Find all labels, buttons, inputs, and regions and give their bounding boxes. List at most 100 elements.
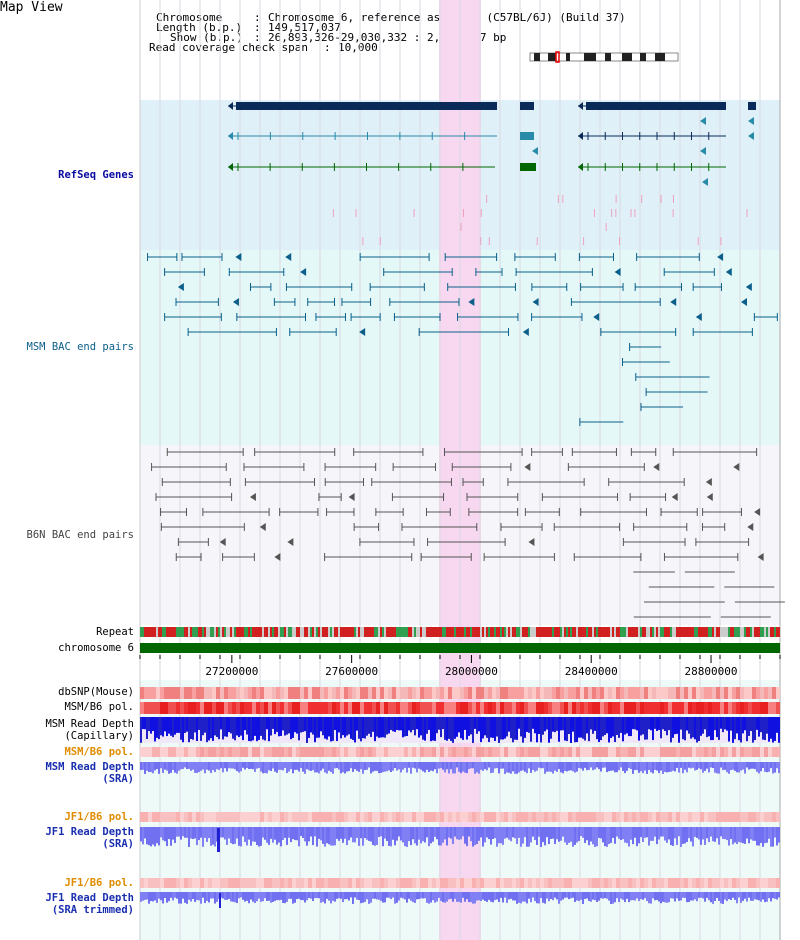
jf1-depth-bar <box>634 827 636 838</box>
msm-pol-strip <box>488 747 492 757</box>
repeat-bar <box>150 627 152 637</box>
jf1-depth-bar <box>584 827 586 843</box>
jf1-depth-bar <box>378 827 380 837</box>
msm-capillary-depth-bar <box>230 717 232 734</box>
dbsnp-strip <box>328 687 332 699</box>
jf1-trimmed-depth-bar <box>354 892 356 898</box>
msm-capillary-depth-bar <box>768 717 770 742</box>
msm-pol-strip <box>252 747 256 757</box>
bac-arrow <box>706 493 713 501</box>
jf1-trimmed-depth-bar <box>176 892 178 899</box>
jf1-pol-strip <box>480 878 484 888</box>
msm-pol-strip <box>464 747 468 757</box>
dbsnp-strip <box>516 687 520 699</box>
msm-pol-strip <box>428 702 432 714</box>
msm-capillary-depth-bar <box>672 717 674 738</box>
msm-capillary-depth-bar <box>472 717 474 743</box>
repeat-bar <box>634 627 636 637</box>
track-label-refseq[interactable]: RefSeq Genes <box>58 169 134 181</box>
repeat-bar <box>664 627 666 637</box>
msm-capillary-depth-bar <box>746 717 748 742</box>
jf1-depth-bar <box>208 827 210 839</box>
dbsnp-strip <box>704 687 708 699</box>
repeat-bar <box>484 627 486 637</box>
jf1-pol-strip <box>696 878 700 888</box>
msm-pol-strip <box>568 702 572 714</box>
jf1-pol-strip <box>724 878 728 888</box>
repeat-bar <box>768 627 770 637</box>
jf1-pol-strip <box>564 878 568 888</box>
dbsnp-strip <box>680 687 684 699</box>
track-label-msm-bac[interactable]: MSM BAC end pairs <box>26 341 134 353</box>
jf1-trimmed-depth-bar <box>620 892 622 899</box>
msm-pol-strip <box>764 747 768 757</box>
jf1-depth-bar <box>434 827 436 837</box>
jf1-depth-bar <box>466 827 468 847</box>
jf1-trimmed-depth-bar <box>374 892 376 899</box>
jf1-trimmed-depth-bar <box>512 892 514 901</box>
repeat-bar <box>432 627 434 637</box>
dbsnp-strip <box>212 687 216 699</box>
msm-sra-depth-bar <box>206 762 208 770</box>
jf1-depth-bar <box>272 827 274 843</box>
msm-pol-strip <box>516 747 520 757</box>
msm-sra-depth-bar <box>344 762 346 774</box>
jf1-pol-strip <box>392 812 396 822</box>
msm-capillary-depth-bar <box>296 717 298 734</box>
msm-sra-depth-bar <box>332 762 334 774</box>
jf1-trimmed-depth-bar <box>380 892 382 901</box>
repeat-bar <box>722 627 724 637</box>
jf1-trimmed-depth-bar <box>430 892 432 903</box>
repeat-bar <box>436 627 438 637</box>
jf1-depth-bar <box>142 827 144 845</box>
msm-capillary-depth-bar <box>332 717 334 741</box>
jf1-trimmed-depth-bar <box>608 892 610 901</box>
jf1-depth-bar <box>650 827 652 841</box>
dbsnp-strip <box>492 687 496 699</box>
jf1-depth-bar <box>640 827 642 838</box>
jf1-depth-bar <box>376 827 378 845</box>
jf1-trimmed-depth-bar <box>540 892 542 899</box>
msm-sra-depth-bar <box>558 762 560 770</box>
msm-capillary-depth-bar <box>776 717 778 733</box>
repeat-bar <box>532 627 534 637</box>
jf1-depth-bar <box>558 827 560 842</box>
jf1-depth-bar <box>220 827 222 838</box>
msm-capillary-depth-bar <box>458 717 460 733</box>
msm-capillary-depth-bar <box>258 717 260 740</box>
msm-capillary-depth-bar <box>762 717 764 740</box>
jf1-pol-strip <box>424 878 428 888</box>
msm-pol-strip <box>256 747 260 757</box>
msm-sra-depth-bar <box>298 762 300 772</box>
msm-sra-depth-bar <box>710 762 712 768</box>
msm-capillary-depth-bar <box>442 717 444 730</box>
repeat-bar <box>450 627 452 637</box>
jf1-pol-strip <box>768 812 772 822</box>
repeat-bar <box>642 627 644 637</box>
jf1-depth-bar <box>762 827 764 847</box>
dbsnp-strip <box>512 687 516 699</box>
msm-capillary-depth-bar <box>518 717 520 729</box>
jf1-depth-bar <box>428 827 430 847</box>
msm-pol-strip <box>736 702 740 714</box>
msm-capillary-depth-bar <box>220 717 222 730</box>
msm-pol-strip <box>228 747 232 757</box>
msm-capillary-depth-bar <box>604 717 606 735</box>
jf1-depth-bar <box>206 827 208 842</box>
msm-sra-depth-bar <box>156 762 158 770</box>
track-label-b6n-bac[interactable]: B6N BAC end pairs <box>26 529 134 541</box>
repeat-bar <box>626 627 628 637</box>
jf1-depth-bar <box>520 827 522 847</box>
jf1-trimmed-depth-bar <box>358 892 360 901</box>
jf1-trimmed-depth-bar <box>684 892 686 898</box>
msm-pol-strip <box>556 747 560 757</box>
repeat-bar <box>394 627 396 637</box>
msm-capillary-depth-bar <box>360 717 362 742</box>
msm-pol-strip <box>592 747 596 757</box>
msm-capillary-depth-bar <box>728 717 730 742</box>
jf1-depth-bar <box>448 827 450 838</box>
msm-sra-depth-bar <box>366 762 368 770</box>
bac-arrow <box>745 283 752 291</box>
msm-capillary-depth-bar <box>386 717 388 735</box>
